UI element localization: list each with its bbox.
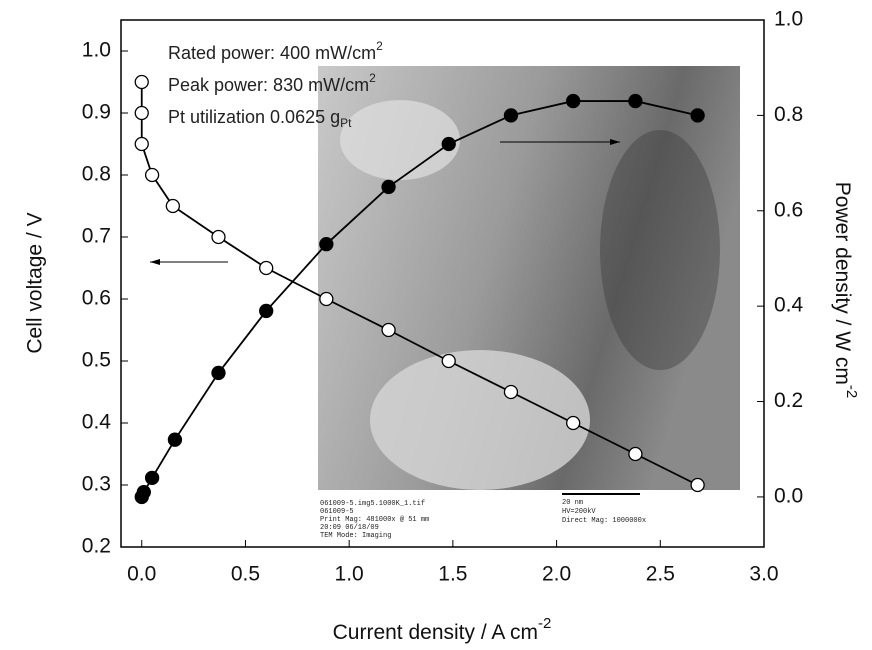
x-tick-label: 2.5: [646, 563, 675, 586]
data-point: [566, 415, 581, 431]
x-tick-label: 1.0: [335, 563, 364, 586]
inset-caption: TEM Mode: Imaging: [320, 532, 391, 540]
arrow-head: [150, 259, 160, 265]
y2-tick-label: 0.0: [774, 484, 803, 507]
y2-tick-label: 0.8: [774, 103, 803, 126]
data-point: [628, 446, 643, 462]
annotation-sub: Pt: [340, 116, 352, 130]
y2-tick-label: 0.6: [774, 198, 803, 221]
y-tick-label: 0.7: [82, 225, 111, 248]
data-point: [144, 167, 160, 183]
y-tick-label: 0.3: [82, 473, 111, 496]
data-point: [167, 432, 183, 447]
x-tick-label: 0.5: [231, 563, 260, 586]
data-point: [211, 365, 226, 381]
plot-frame: [120, 19, 765, 548]
y2-axis-label: Power density / W cm-2: [831, 182, 860, 398]
y-tick-label: 0.6: [82, 287, 111, 310]
annotation-sup: 2: [369, 71, 376, 85]
y2-tick-label: 0.2: [774, 389, 803, 412]
data-point: [690, 477, 705, 493]
x-tick-label: 2.0: [542, 563, 571, 586]
inset-caption: Print Mag: 481000x @ 51 mm: [320, 516, 429, 524]
data-point: [319, 291, 334, 307]
tem-inset: [318, 66, 740, 546]
x-tick-label: 0.0: [127, 563, 156, 586]
inset-caption: 20 nm: [562, 499, 583, 507]
annotation-text: Rated power: 400 mW/cm: [168, 43, 376, 63]
data-point: [503, 108, 519, 123]
inset-caption: Direct Mag: 1000000x: [562, 517, 646, 525]
annotation: Rated power: 400 mW/cm2: [168, 39, 383, 63]
data-point: [690, 108, 705, 123]
y2-tick-label: 1.0: [774, 8, 803, 31]
inset-caption: HV=200kV: [562, 508, 596, 516]
y2-label-text: Power density / W cm: [831, 182, 854, 385]
annotation-sup: 2: [376, 39, 383, 53]
data-point: [441, 353, 456, 369]
y2-tick-label: 0.4: [774, 294, 804, 317]
y-tick-label: 0.4: [82, 411, 112, 434]
data-point: [381, 179, 396, 195]
y-axis-label: Cell voltage / V: [24, 212, 47, 353]
annotation: Peak power: 830 mW/cm2: [168, 71, 376, 95]
annotation: Pt utilization 0.0625 gPt: [168, 107, 352, 130]
y-tick-label: 0.2: [82, 535, 111, 558]
inset-caption: 20:09 06/18/09: [320, 524, 379, 532]
y-tick-label: 0.8: [82, 163, 111, 186]
data-point: [165, 198, 181, 214]
x-label-text: Current density / A cm: [333, 621, 538, 644]
data-point: [259, 260, 274, 276]
x-tick-label: 3.0: [749, 563, 778, 586]
inset-caption: 061009-5.img5.1000K_1.tif: [320, 500, 425, 508]
arrow-head: [610, 139, 620, 145]
inset-caption: 061009-5: [320, 508, 354, 516]
x-label-sup: -2: [538, 615, 551, 632]
annotation-text: Pt utilization 0.0625 g: [168, 107, 340, 127]
data-point: [134, 74, 149, 90]
y-tick-label: 0.9: [82, 101, 111, 124]
data-point: [566, 93, 581, 109]
x-tick-label: 1.5: [438, 563, 467, 586]
data-point: [319, 237, 334, 252]
data-point: [381, 322, 396, 338]
y-tick-label: 0.5: [82, 349, 111, 372]
data-point: [441, 136, 456, 152]
data-point: [628, 93, 643, 109]
data-point: [259, 303, 274, 319]
x-axis-label: Current density / A cm-2: [333, 615, 552, 644]
data-point: [134, 105, 149, 121]
data-point: [503, 384, 519, 400]
data-point: [134, 136, 149, 152]
data-point: [211, 229, 226, 245]
annotation-text: Peak power: 830 mW/cm: [168, 75, 369, 95]
data-point: [144, 470, 160, 485]
y2-label-sup: -2: [843, 385, 860, 398]
y-tick-label: 1.0: [82, 39, 111, 62]
data-point: [136, 485, 151, 500]
